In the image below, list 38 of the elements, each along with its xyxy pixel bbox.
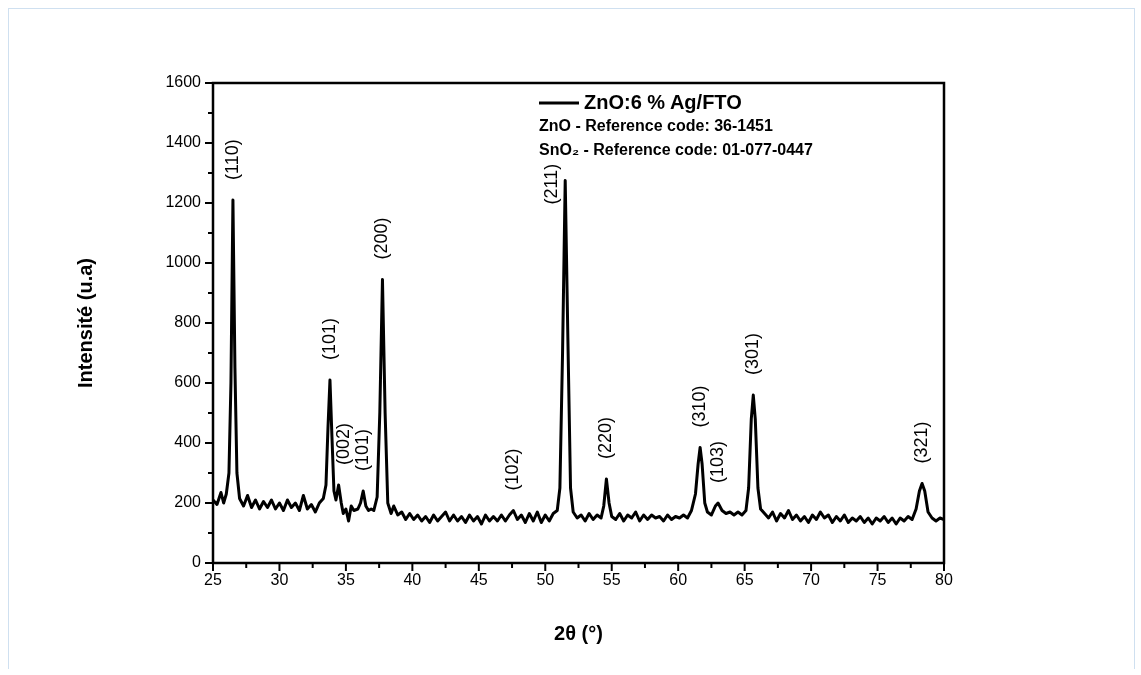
x-tick-label: 45 xyxy=(469,571,488,589)
x-tick-label: 25 xyxy=(204,571,222,589)
annotation: (101) xyxy=(318,317,339,360)
y-tick-label: 400 xyxy=(174,433,202,451)
annotation: (110) xyxy=(221,139,242,180)
annotation: (200) xyxy=(371,217,392,260)
annotation: (301) xyxy=(742,332,763,375)
x-tick-label: 75 xyxy=(868,571,887,589)
annotation: (103) xyxy=(707,440,728,483)
y-tick-label: 1000 xyxy=(165,253,202,271)
annotation: (211) xyxy=(541,163,562,205)
y-tick-label: 600 xyxy=(174,373,202,391)
annotation: ZnO - Reference code: 36-1451 xyxy=(539,117,773,135)
annotation: (220) xyxy=(595,416,616,459)
y-tick-label: 800 xyxy=(174,313,202,331)
x-tick-label: 30 xyxy=(270,571,289,589)
x-tick-label: 35 xyxy=(337,571,355,589)
x-tick-label: 50 xyxy=(536,571,555,589)
annotation: SnO₂ - Reference code: 01-077-0447 xyxy=(539,141,813,159)
legend-label: ZnO:6 % Ag/FTO xyxy=(584,90,742,113)
y-tick-label: 0 xyxy=(192,553,202,571)
x-tick-label: 70 xyxy=(802,571,821,589)
y-tick-label: 200 xyxy=(174,493,202,511)
y-tick-label: 1600 xyxy=(165,73,202,91)
annotation: (102) xyxy=(502,448,523,491)
x-axis-title: 2θ (°) xyxy=(554,621,603,644)
x-tick-label: 40 xyxy=(403,571,422,589)
y-tick-label: 1400 xyxy=(165,133,202,151)
y-tick-label: 1200 xyxy=(165,193,202,211)
x-tick-label: 60 xyxy=(669,571,688,589)
annotation: (101) xyxy=(352,428,373,471)
x-tick-label: 55 xyxy=(602,571,621,589)
annotation: (310) xyxy=(689,385,710,428)
x-tick-label: 80 xyxy=(935,571,953,589)
annotation: (002) xyxy=(332,422,353,465)
annotation: (321) xyxy=(911,421,932,464)
y-axis-title: Intensité (u.a) xyxy=(73,257,96,389)
x-tick-label: 65 xyxy=(735,571,754,589)
